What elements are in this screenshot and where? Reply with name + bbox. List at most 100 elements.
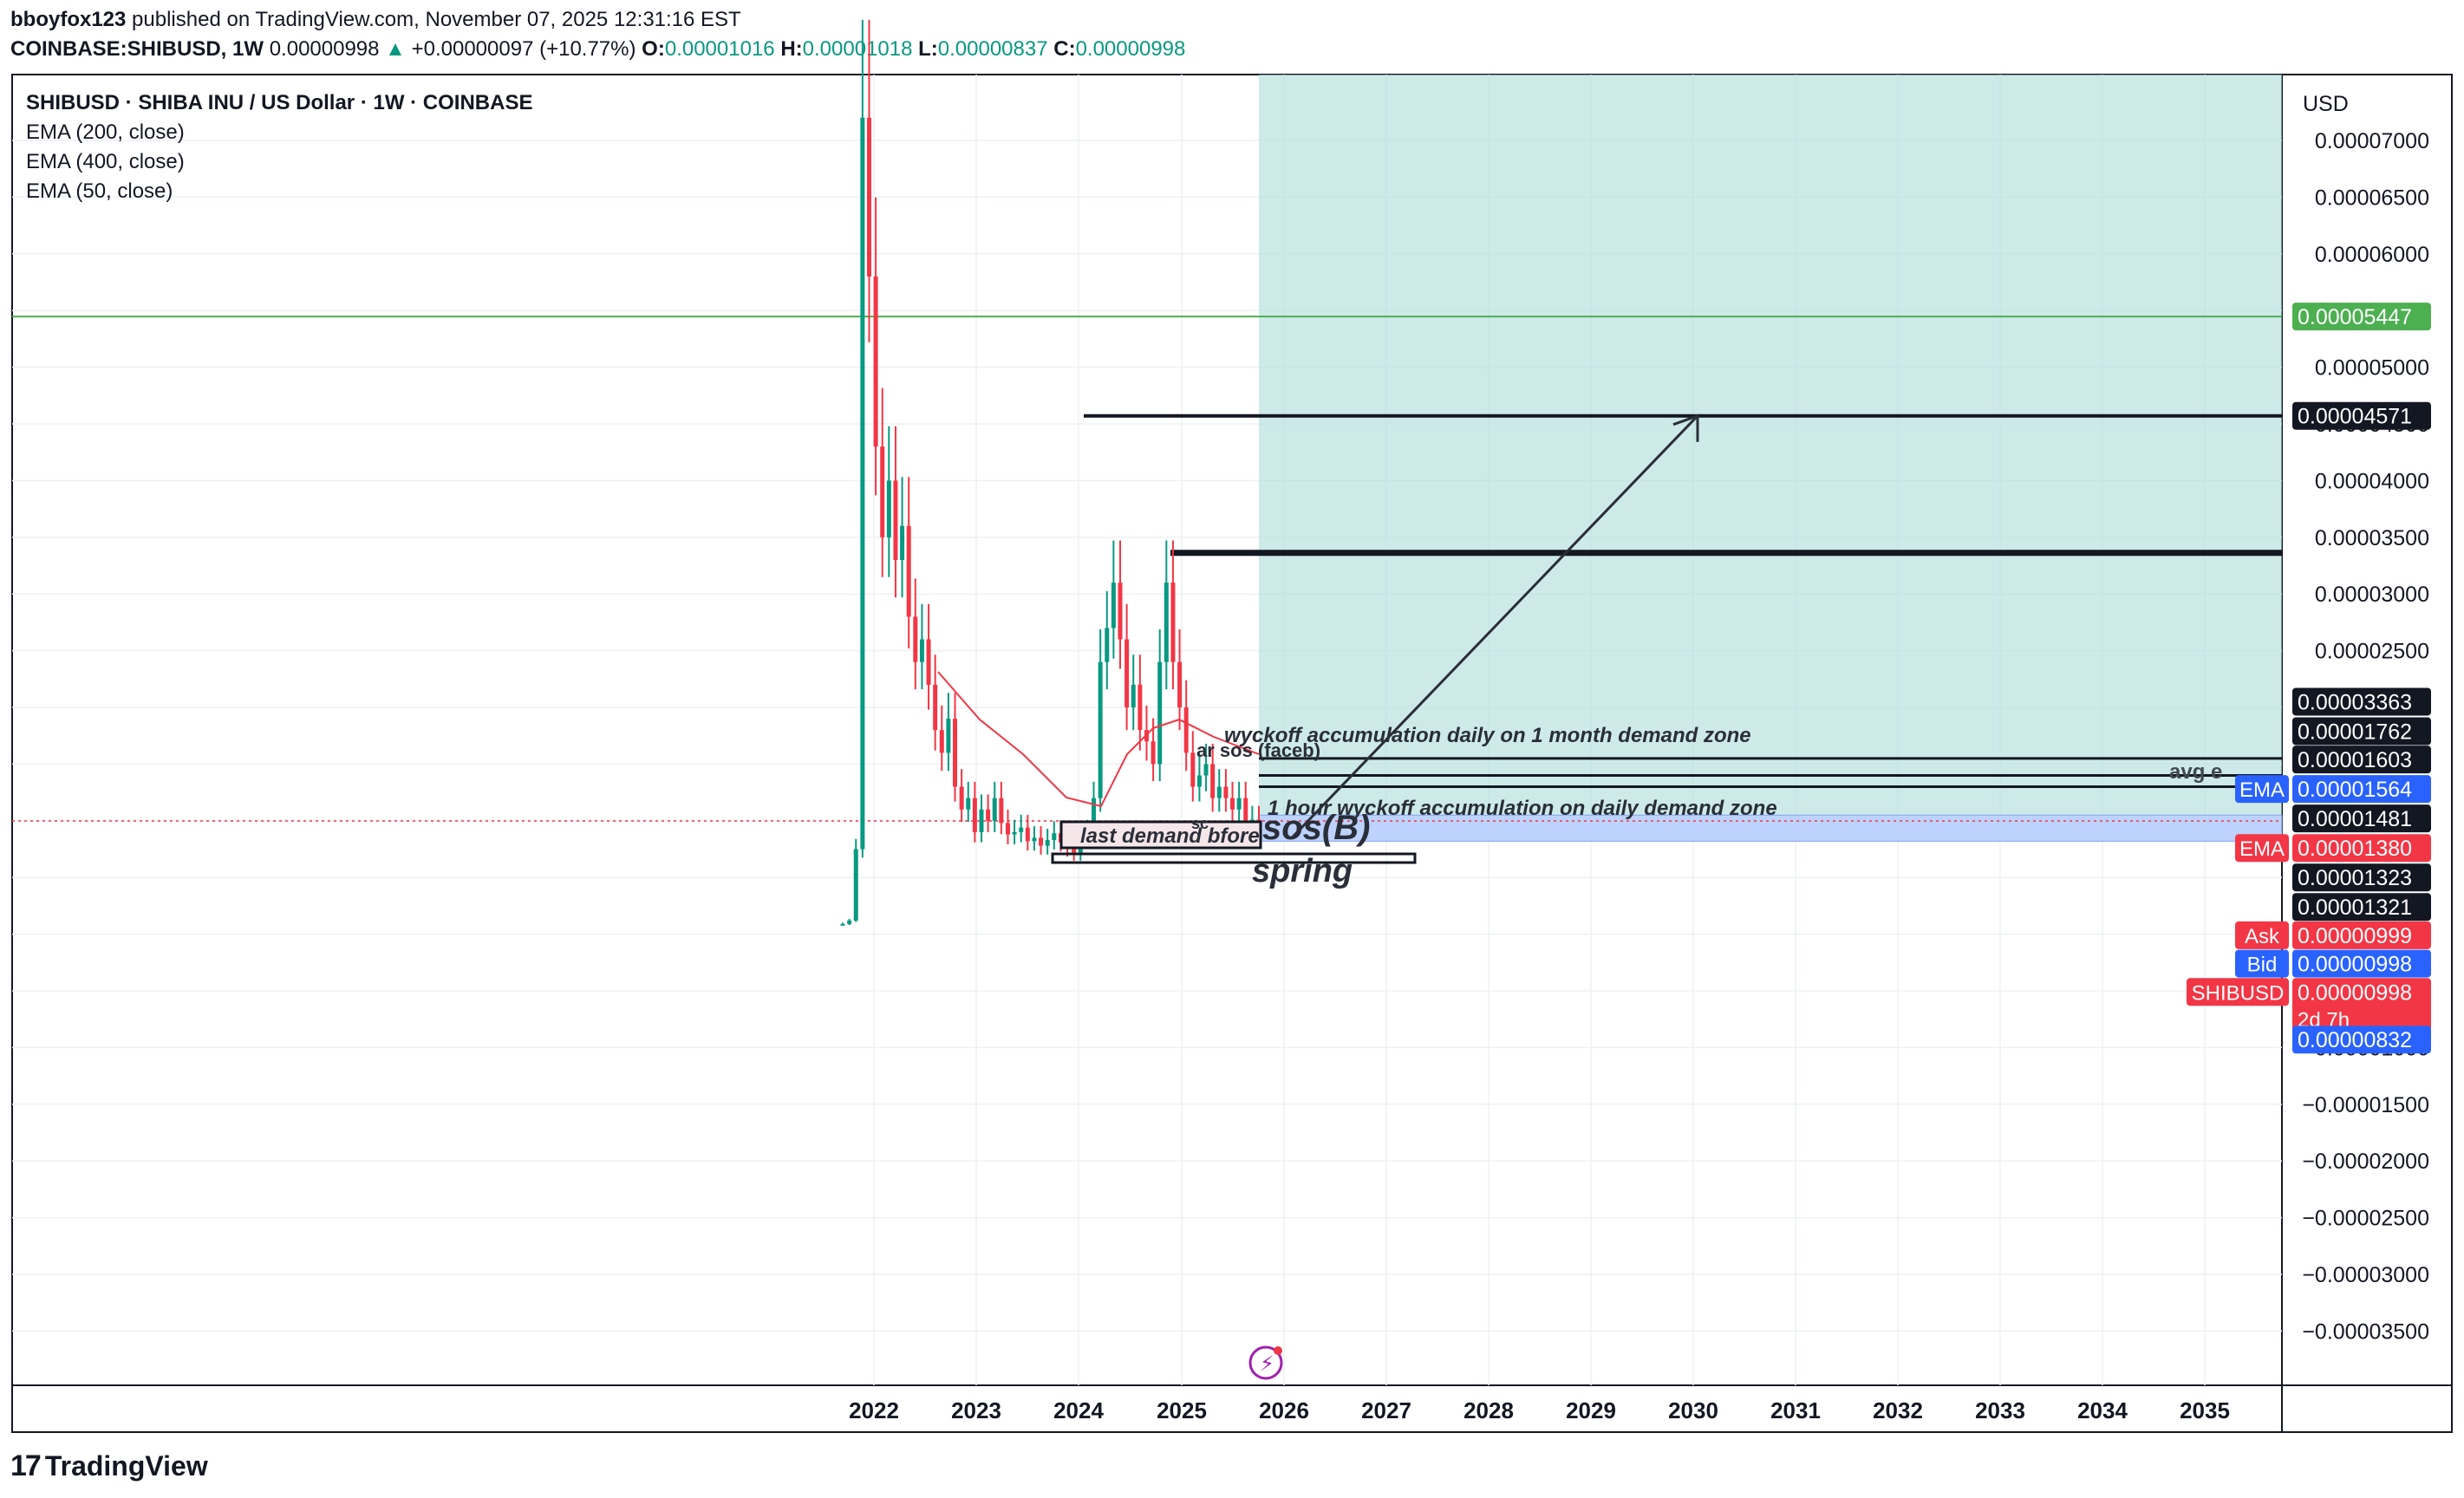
y-tick-label: 0.00003000 bbox=[2315, 583, 2429, 607]
chart-frame bbox=[11, 74, 2453, 1433]
candle-body bbox=[1012, 831, 1017, 835]
candle-body bbox=[1243, 798, 1248, 821]
tradingview-logo-icon: 17 bbox=[10, 1449, 42, 1482]
price-label-bg bbox=[2292, 1026, 2431, 1054]
currency-label: USD bbox=[2303, 92, 2349, 116]
price-tag-bg bbox=[2235, 921, 2289, 949]
legend-ema-50[interactable]: EMA (50, close) bbox=[26, 179, 173, 203]
x-tick-label: 2029 bbox=[1566, 1397, 1616, 1423]
target-zone bbox=[1259, 75, 2282, 842]
price-label-value: 0.00000999 bbox=[2298, 924, 2412, 948]
candle-body bbox=[1183, 707, 1189, 753]
price-label-value: 0.00005447 bbox=[2298, 305, 2412, 329]
high-value: 0.00001018 bbox=[802, 37, 913, 61]
candle-body bbox=[1190, 752, 1196, 787]
x-tick-label: 2034 bbox=[2077, 1397, 2128, 1423]
candle-body bbox=[1137, 684, 1143, 731]
price-label-value: 0.00000832 bbox=[2298, 1028, 2412, 1052]
candle-body bbox=[1210, 764, 1216, 798]
demand-zone bbox=[1258, 814, 2283, 842]
price-tag-bg bbox=[2187, 978, 2289, 1006]
candle-body bbox=[860, 117, 865, 850]
candle-body bbox=[853, 849, 858, 921]
bolt-icon bbox=[1248, 1345, 1283, 1380]
candle-body bbox=[1230, 798, 1235, 810]
candle-body bbox=[886, 480, 891, 537]
tradingview-logo[interactable]: 17 TradingView bbox=[10, 1449, 208, 1483]
publisher-name: bboyfox123 bbox=[10, 8, 127, 31]
x-tick-label: 2027 bbox=[1361, 1397, 1411, 1423]
candle-body bbox=[873, 276, 878, 447]
y-tick-label: −0.00001500 bbox=[2302, 1093, 2429, 1117]
y-tick-label: −0.00003000 bbox=[2302, 1263, 2429, 1287]
candle-body bbox=[1216, 786, 1222, 798]
candle-body bbox=[866, 117, 871, 277]
change-arrow-icon: ▲ bbox=[385, 37, 406, 61]
price-label-value: 0.00001762 bbox=[2298, 720, 2412, 744]
candle-body bbox=[1157, 661, 1163, 765]
candle-body bbox=[986, 809, 991, 821]
candle-body bbox=[1025, 827, 1030, 842]
candle-body bbox=[1177, 661, 1183, 707]
candle-body bbox=[880, 446, 885, 537]
candle-body bbox=[919, 639, 924, 662]
candle-body bbox=[1196, 775, 1202, 787]
candle-body bbox=[1131, 684, 1136, 707]
legend-ema-200[interactable]: EMA (200, close) bbox=[26, 120, 185, 144]
price-label-value: 0.00001481 bbox=[2298, 807, 2412, 831]
price-label-value: 0.00001321 bbox=[2298, 896, 2412, 920]
y-tick-label: 0.00004000 bbox=[2315, 469, 2429, 493]
candle-body bbox=[1039, 837, 1044, 846]
symbol-ohlc-line: COINBASE:SHIBUSD, 1W 0.00000998 ▲ +0.000… bbox=[10, 36, 1185, 62]
candle-body bbox=[1223, 786, 1229, 798]
annotation-sc: sc bbox=[1191, 815, 1209, 832]
y-tick-label: 0.00005000 bbox=[2315, 356, 2429, 381]
last-price: 0.00000998 bbox=[269, 37, 380, 61]
candle-body bbox=[959, 786, 964, 810]
price-label-value: 0.00004571 bbox=[2298, 405, 2412, 429]
price-label-bg bbox=[2292, 775, 2431, 804]
candle-body bbox=[840, 923, 845, 926]
price-label-bg bbox=[2292, 746, 2431, 774]
y-tick-label: −0.00002000 bbox=[2302, 1150, 2429, 1174]
candle-body bbox=[893, 480, 898, 560]
open-label: O: bbox=[642, 37, 665, 61]
high-label: H: bbox=[780, 37, 803, 61]
candle-body bbox=[1236, 798, 1242, 810]
candle-body bbox=[1118, 583, 1123, 640]
candle-body bbox=[906, 525, 911, 617]
x-tick-label: 2028 bbox=[1463, 1397, 1514, 1423]
legend-title[interactable]: SHIBUSD · SHIBA INU / US Dollar · 1W · C… bbox=[26, 91, 533, 114]
x-tick-label: 2023 bbox=[951, 1397, 1001, 1423]
projection-arrow-head bbox=[1672, 414, 1699, 442]
x-tick-label: 2030 bbox=[1668, 1397, 1718, 1423]
y-tick-label: 0.00007000 bbox=[2315, 129, 2429, 153]
close-value: 0.00000998 bbox=[1075, 37, 1186, 61]
candle-body bbox=[1092, 798, 1097, 832]
candle-body bbox=[913, 616, 918, 662]
candle-body bbox=[1111, 583, 1116, 629]
y-tick-label: 0.00006500 bbox=[2315, 186, 2429, 210]
x-tick-label: 2022 bbox=[849, 1397, 899, 1423]
price-tag-bg bbox=[2235, 949, 2289, 978]
price-label-bg bbox=[2292, 893, 2431, 922]
y-tick-label: 0.00003500 bbox=[2315, 526, 2429, 550]
candle-body bbox=[926, 639, 931, 685]
close-label: C: bbox=[1053, 37, 1076, 61]
candle-body bbox=[933, 684, 938, 731]
price-label-bg bbox=[2292, 804, 2431, 833]
x-tick-label: 2033 bbox=[1975, 1397, 2025, 1423]
price-label-bg bbox=[2292, 921, 2431, 949]
price-tag-label: SHIBUSD bbox=[2192, 981, 2285, 1005]
candle-body bbox=[992, 798, 997, 821]
candle-body bbox=[953, 719, 958, 787]
candle-body bbox=[1045, 840, 1050, 846]
price-label-value: 0.00001380 bbox=[2298, 837, 2412, 861]
legend-ema-400[interactable]: EMA (400, close) bbox=[26, 150, 185, 173]
low-value: 0.00000837 bbox=[937, 37, 1048, 61]
candle-body bbox=[966, 798, 971, 810]
candle-body bbox=[979, 809, 984, 832]
x-tick-label: 2024 bbox=[1053, 1397, 1104, 1423]
notification-dot-icon bbox=[1274, 1346, 1282, 1355]
